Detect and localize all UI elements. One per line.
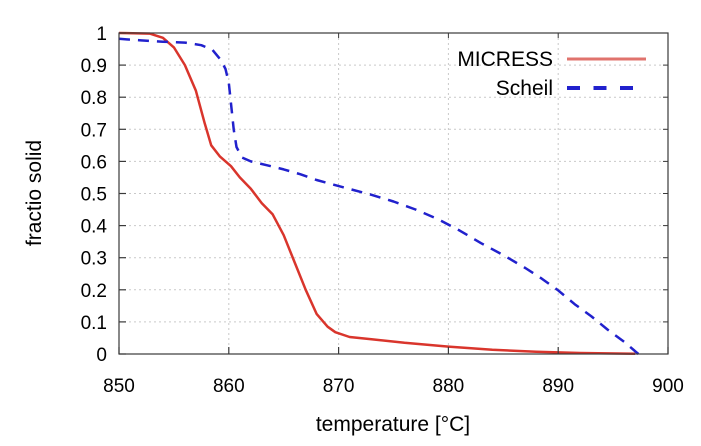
y-tick-label: 0.5	[81, 185, 107, 206]
grid-layer	[119, 33, 668, 354]
scheil-curve	[118, 37, 640, 355]
y-tick-label: 0.6	[81, 152, 107, 173]
series-layer	[118, 31, 640, 355]
micress-curve	[118, 31, 636, 355]
legend-label-scheil: Scheil	[496, 77, 553, 100]
x-tick-label: 890	[542, 376, 574, 397]
y-tick-label: 0.2	[81, 281, 107, 302]
x-tick-label: 850	[103, 376, 135, 397]
x-tick-label: 870	[323, 376, 355, 397]
x-tick-label: 900	[652, 376, 684, 397]
y-tick-label: 0.8	[81, 88, 107, 109]
legend-label-micress: MICRESS	[457, 48, 553, 71]
y-tick-label: 0.3	[81, 249, 107, 270]
axes-layer	[118, 32, 669, 355]
legend: MICRESS Scheil	[457, 48, 646, 100]
x-axis-title: temperature [°C]	[316, 413, 470, 436]
x-tick-label: 860	[213, 376, 245, 397]
y-axis-title: fractio solid	[23, 140, 46, 246]
y-tick-label: 0.1	[81, 313, 107, 334]
x-tick-label: 880	[433, 376, 465, 397]
y-tick-label: 0.7	[81, 120, 107, 141]
y-tick-label: 1	[96, 24, 107, 45]
tick-label-layer: 850 860 870 880 890 900 0 0.1 0.2 0.3 0.4 0.5 0.6 0.7…	[81, 24, 684, 397]
y-tick-label: 0.4	[81, 217, 108, 238]
y-tick-label: 0.9	[81, 56, 107, 77]
y-tick-label: 0	[96, 345, 107, 366]
